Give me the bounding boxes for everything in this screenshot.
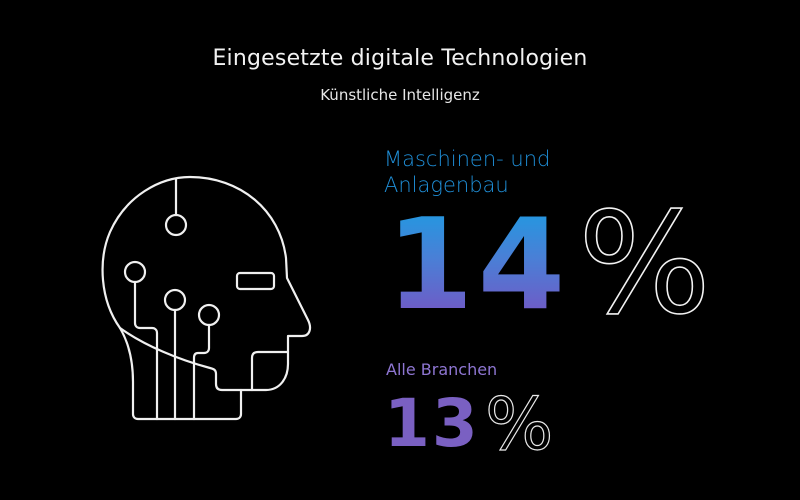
stat-label-machine-building: Maschinen- und Anlagenbau [384,146,550,198]
stat-label-line-2: Anlagenbau [384,173,509,197]
stat-unit-percent: % [577,183,712,346]
stat-value-machine-building: 14 [386,191,570,338]
stat-label-all-industries: Alle Branchen [386,360,498,379]
stat-label-line-1: Maschinen- und [384,147,551,171]
stat-unit-percent-all: % [484,382,554,466]
page-title: Eingesetzte digitale Technologien [212,46,588,71]
ai-head-circuit-icon [101,175,312,421]
stat-value-all-industries: 13 [384,385,480,462]
page-subtitle: Künstliche Intelligenz [320,86,480,104]
